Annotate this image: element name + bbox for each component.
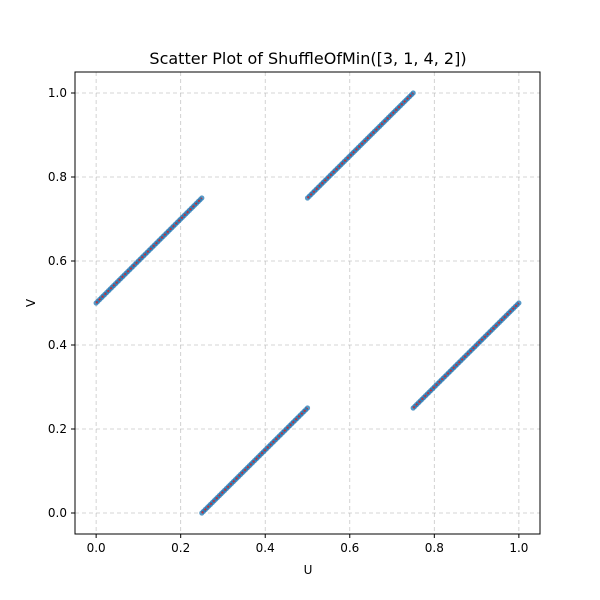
series-line	[412, 302, 520, 409]
y-tick-label: 0.2	[48, 422, 67, 436]
plot-frame	[74, 71, 541, 535]
series-line	[306, 92, 414, 199]
y-tick-label: 0.8	[48, 170, 67, 184]
y-axis-label: V	[24, 298, 38, 307]
x-tick-label: 0.8	[425, 541, 444, 555]
y-tick-label: 1.0	[48, 86, 67, 100]
y-tick-label: 0.0	[48, 506, 67, 520]
x-tick-label: 0.0	[87, 541, 106, 555]
series-line	[95, 197, 203, 304]
series-line	[201, 407, 309, 514]
x-axis-label: U	[304, 563, 313, 577]
x-tick-label: 0.6	[340, 541, 359, 555]
x-tick-label: 0.4	[256, 541, 275, 555]
x-tick-label: 1.0	[509, 541, 528, 555]
y-axis-ticks: 0.0 0.2 0.4 0.6 0.8 1.0	[48, 86, 67, 520]
y-tick-label: 0.4	[48, 338, 67, 352]
series-lines	[95, 92, 520, 514]
x-tick-label: 0.2	[171, 541, 190, 555]
y-tick-label: 0.6	[48, 254, 67, 268]
plot-background	[75, 72, 540, 534]
x-axis-ticks: 0.0 0.2 0.4 0.6 0.8 1.0	[87, 541, 529, 555]
chart-title: Scatter Plot of ShuffleOfMin([3, 1, 4, 2…	[149, 49, 466, 68]
scatter-point	[410, 90, 416, 96]
